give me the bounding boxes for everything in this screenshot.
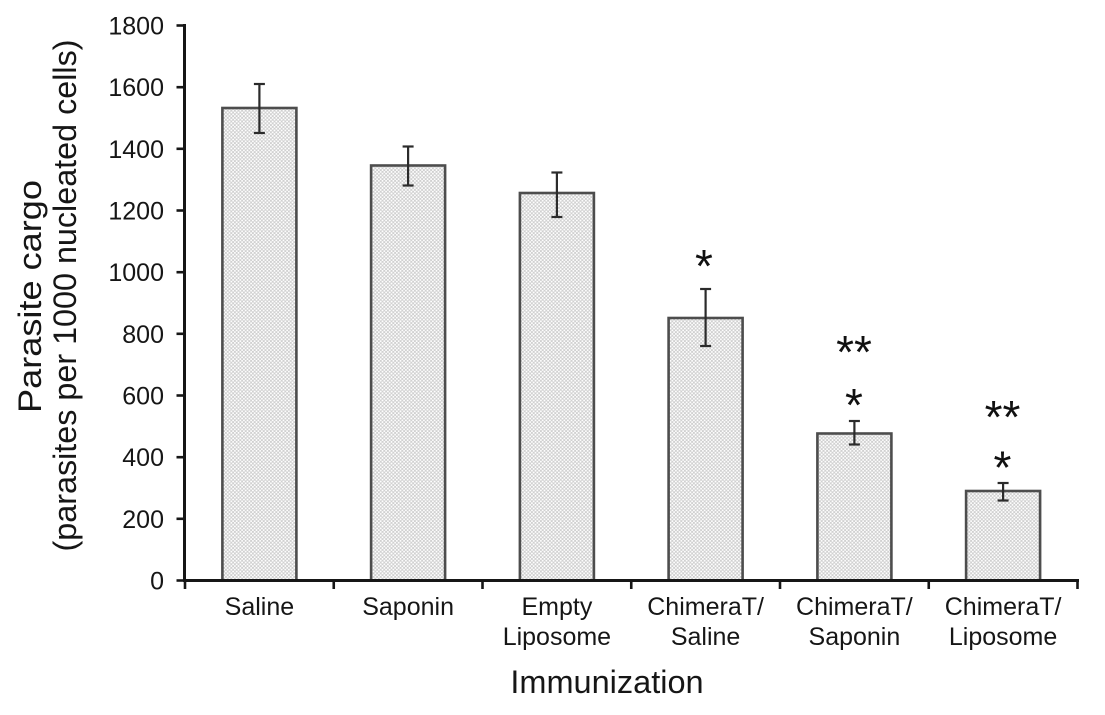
svg-text:Immunization: Immunization	[510, 664, 703, 700]
svg-text:1000: 1000	[108, 259, 164, 287]
svg-text:Saline: Saline	[225, 593, 295, 621]
svg-text:Parasite cargo: Parasite cargo	[12, 180, 48, 413]
svg-text:*: *	[695, 240, 713, 292]
svg-text:Liposome: Liposome	[503, 623, 611, 651]
svg-text:400: 400	[122, 444, 164, 472]
svg-text:Empty: Empty	[521, 593, 592, 621]
svg-text:Liposome: Liposome	[949, 623, 1057, 651]
svg-text:1600: 1600	[108, 74, 164, 102]
svg-text:*: *	[994, 442, 1012, 494]
svg-text:**: **	[836, 326, 872, 378]
svg-text:*: *	[845, 379, 863, 431]
svg-text:Saponin: Saponin	[809, 623, 901, 651]
svg-text:1200: 1200	[108, 198, 164, 226]
svg-text:ChimeraT/: ChimeraT/	[796, 593, 913, 621]
svg-text:800: 800	[122, 321, 164, 349]
svg-text:**: **	[985, 391, 1021, 443]
svg-text:ChimeraT/: ChimeraT/	[647, 593, 764, 621]
svg-text:200: 200	[122, 506, 164, 534]
svg-text:ChimeraT/: ChimeraT/	[945, 593, 1062, 621]
svg-text:Saline: Saline	[671, 623, 741, 651]
svg-text:0: 0	[150, 568, 164, 596]
svg-text:(parasites per 1000 nucleated: (parasites per 1000 nucleated cells)	[47, 40, 83, 552]
svg-text:1800: 1800	[108, 13, 164, 41]
svg-text:600: 600	[122, 383, 164, 411]
svg-text:Saponin: Saponin	[362, 593, 454, 621]
svg-text:1400: 1400	[108, 136, 164, 164]
